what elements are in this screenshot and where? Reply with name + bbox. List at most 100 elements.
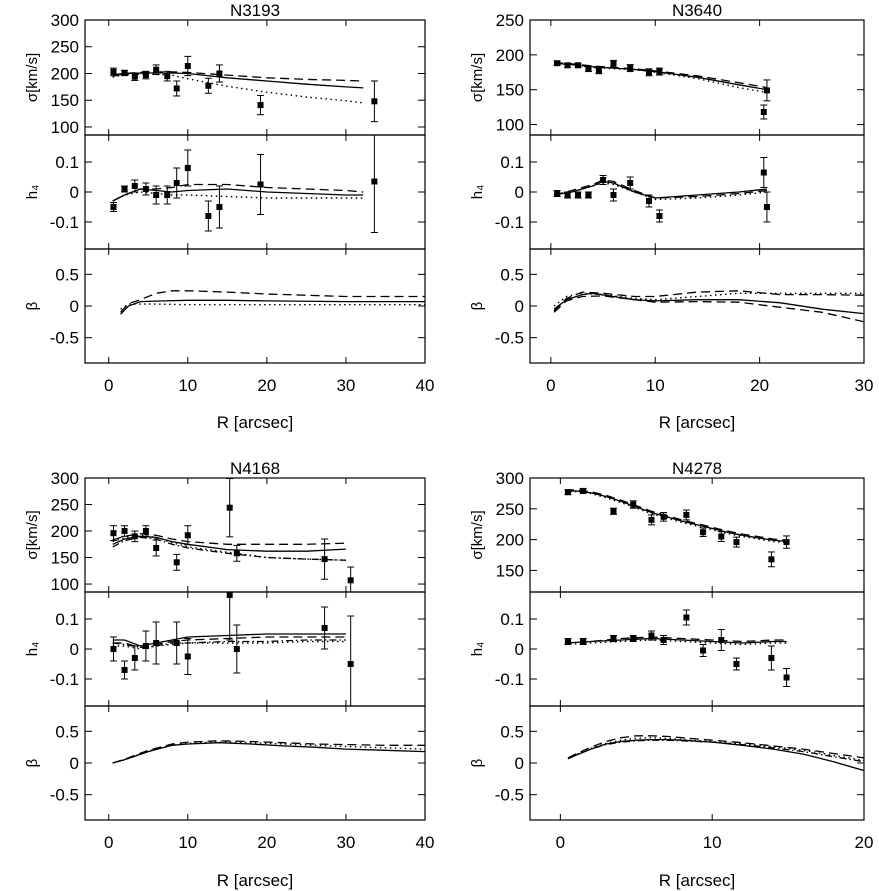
model-line-dotted: [567, 736, 864, 762]
chart-title: N4278: [672, 459, 722, 478]
point-marker: [110, 68, 117, 75]
x-tick-label: 20: [257, 833, 276, 852]
point-marker: [700, 529, 707, 536]
data-point: [584, 191, 592, 199]
y-tick-label: 0.1: [55, 610, 79, 629]
point-marker: [610, 635, 617, 642]
chart-title: N3193: [230, 1, 280, 20]
model-line-dashed: [112, 71, 364, 82]
data-point: [610, 635, 617, 642]
point-marker: [660, 513, 667, 520]
data-point: [142, 525, 150, 537]
panel-sigma: 100 150 200 250 σ[km/s]: [469, 11, 865, 136]
x-tick-label: 30: [336, 376, 355, 395]
x-tick-label: 10: [178, 376, 197, 395]
y-axis-label: σ[km/s]: [469, 510, 486, 559]
point-marker: [131, 183, 138, 189]
x-tick-label: 20: [855, 833, 874, 852]
y-tick-label: -0.1: [495, 670, 524, 689]
y-tick-label: 150: [496, 81, 524, 100]
x-tick-label: 30: [336, 833, 355, 852]
x-tick-label: 0: [556, 833, 565, 852]
y-tick-label: 250: [51, 496, 79, 515]
y-tick-label: 0.1: [500, 610, 524, 629]
y-axis-label: β: [469, 758, 486, 767]
model-lines: [567, 735, 864, 772]
y-axis-label: β: [469, 301, 486, 310]
data-point: [163, 70, 171, 82]
y-tick-label: 0: [70, 183, 79, 202]
x-tick-label: 10: [703, 833, 722, 852]
panel-frame: [84, 705, 426, 821]
y-tick-label: -0.1: [50, 670, 79, 689]
model-line-solid: [112, 188, 364, 202]
model-lines: [109, 55, 378, 123]
point-marker: [718, 637, 725, 643]
point-marker: [173, 640, 180, 646]
point-marker: [733, 539, 740, 546]
data-point: [121, 185, 129, 193]
x-tick-label: 30: [855, 376, 874, 395]
data-point: [595, 67, 603, 75]
point-marker: [656, 68, 663, 75]
data-point: [732, 536, 740, 548]
point-marker: [184, 653, 191, 660]
data-point: [629, 635, 637, 642]
model-line-solid: [120, 299, 425, 315]
y-tick-label: 0: [515, 183, 524, 202]
point-marker: [131, 533, 138, 540]
y-axis-label: h₄: [469, 185, 486, 199]
chart-n4168: N4168100150200250300σ[km/s]-0.100.1h₄-0.…: [24, 459, 434, 890]
chart-title: N3640: [672, 1, 722, 20]
point-marker: [347, 577, 354, 584]
model-lines: [553, 59, 771, 120]
point-marker: [121, 667, 128, 673]
data-point: [173, 553, 181, 571]
model-line-dotted: [112, 73, 364, 104]
data-point: [257, 94, 265, 116]
point-marker: [630, 501, 637, 508]
panel-h4: -0.1 0 0.1 h₄: [24, 134, 426, 250]
data-point: [783, 668, 791, 687]
chart-title: N4168: [230, 459, 280, 478]
data-point: [763, 191, 771, 223]
point-marker: [121, 186, 128, 192]
data-point: [142, 630, 150, 662]
model-line-dotted: [112, 741, 425, 764]
y-tick-label: -0.1: [495, 213, 524, 232]
point-marker: [153, 192, 160, 198]
x-tick-label: 40: [416, 376, 435, 395]
data-point: [173, 621, 181, 665]
point-marker: [660, 637, 667, 643]
model-lines: [120, 290, 425, 315]
data-point: [645, 194, 653, 208]
model-line-dotted: [564, 490, 787, 544]
point-marker: [585, 192, 592, 198]
point-marker: [768, 655, 775, 661]
model-line-dashed: [564, 489, 787, 541]
point-marker: [683, 511, 690, 518]
data-point: [121, 525, 129, 537]
data-point: [370, 135, 378, 233]
point-marker: [164, 73, 171, 80]
data-point: [184, 55, 192, 77]
data-point: [610, 59, 617, 68]
point-marker: [683, 614, 690, 621]
data-point: [682, 609, 690, 626]
point-marker: [371, 98, 378, 105]
model-line-dashed: [112, 740, 425, 764]
data-point: [131, 645, 139, 671]
point-marker: [233, 646, 240, 652]
point-marker: [630, 635, 637, 642]
point-marker: [257, 181, 264, 188]
model-line-dotted: [112, 191, 364, 202]
x-tick-label: 0: [546, 376, 555, 395]
chart-n3640: N3640100150200250σ[km/s]-0.100.1h₄-0.500…: [469, 1, 873, 432]
panel-beta: -0.5 0 0.5 β: [24, 248, 426, 364]
data-point: [131, 72, 139, 81]
model-line-solid: [564, 490, 787, 543]
point-marker: [627, 65, 634, 72]
data-point: [660, 635, 668, 645]
y-tick-label: -0.5: [50, 786, 79, 805]
model-line-solid: [553, 292, 864, 315]
